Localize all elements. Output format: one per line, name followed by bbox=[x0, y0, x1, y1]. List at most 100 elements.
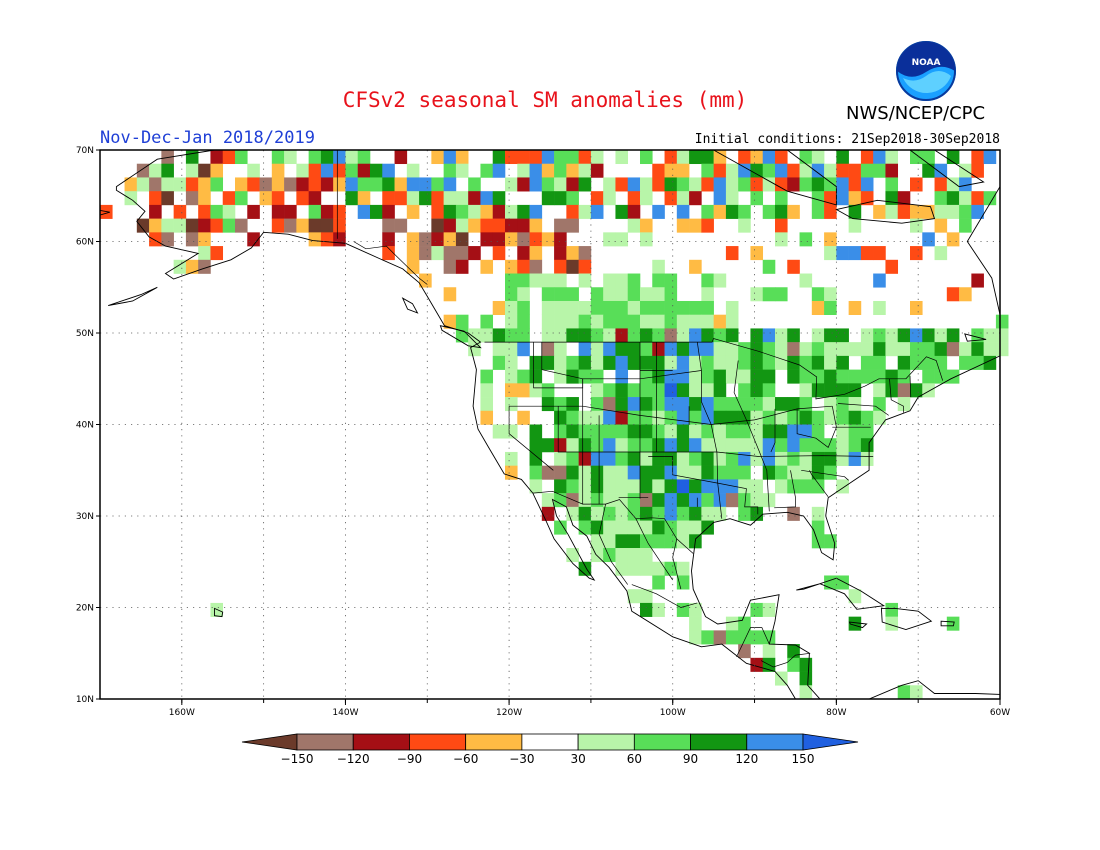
anomaly-cell bbox=[480, 328, 494, 343]
colorbar-swatch bbox=[352, 733, 410, 751]
anomaly-cell bbox=[701, 314, 714, 329]
anomaly-cell bbox=[885, 328, 899, 343]
anomaly-cell bbox=[235, 191, 248, 206]
anomaly-cell bbox=[615, 314, 629, 329]
anomaly-cell bbox=[640, 300, 653, 315]
anomaly-cell bbox=[578, 479, 592, 494]
anomaly-cell bbox=[603, 451, 616, 466]
anomaly-cell bbox=[578, 259, 592, 274]
anomaly-cell bbox=[689, 259, 702, 274]
initial-conditions: Initial conditions: 21Sep2018-30Sep2018 bbox=[694, 132, 1000, 147]
graticule bbox=[100, 150, 1000, 699]
anomaly-cell bbox=[259, 177, 273, 192]
anomaly-cell bbox=[554, 191, 567, 206]
colorbar-label: −60 bbox=[453, 752, 478, 766]
anomaly-cell bbox=[676, 218, 690, 233]
coastline bbox=[796, 577, 886, 610]
anomaly-cell bbox=[492, 246, 506, 261]
anomaly-cell bbox=[554, 520, 567, 535]
anomaly-cell bbox=[750, 246, 764, 261]
anomaly-cell bbox=[640, 232, 653, 247]
anomaly-cell bbox=[652, 479, 665, 494]
anomaly-cell bbox=[910, 355, 923, 370]
anomaly-cell bbox=[811, 287, 825, 302]
anomaly-cell bbox=[149, 232, 162, 247]
anomaly-cell bbox=[529, 369, 543, 384]
anomaly-cell bbox=[762, 328, 776, 343]
anomaly-cell bbox=[701, 287, 714, 302]
anomaly-cell bbox=[689, 616, 702, 631]
anomaly-cell bbox=[860, 355, 874, 370]
anomaly-cell bbox=[959, 177, 972, 192]
anomaly-cell bbox=[934, 246, 948, 261]
anomaly-cell bbox=[627, 218, 641, 233]
anomaly-cell bbox=[725, 451, 739, 466]
anomaly-cell bbox=[701, 397, 714, 412]
anomaly-cell bbox=[529, 424, 543, 439]
anomaly-cell bbox=[185, 163, 199, 178]
anomaly-cell bbox=[554, 273, 567, 288]
anomaly-cell bbox=[529, 177, 543, 192]
anomaly-cell bbox=[689, 465, 702, 480]
anomaly-cell bbox=[640, 561, 653, 576]
anomaly-cell bbox=[811, 534, 825, 549]
anomaly-cell bbox=[787, 451, 800, 466]
colorbar-label: 30 bbox=[570, 752, 585, 766]
anomaly-cell bbox=[161, 177, 174, 192]
anomaly-cell bbox=[701, 177, 714, 192]
anomaly-cell bbox=[775, 328, 788, 343]
anomaly-cell bbox=[627, 465, 641, 480]
anomaly-cell bbox=[664, 397, 678, 412]
anomaly-cell bbox=[640, 602, 653, 617]
boundary-line bbox=[837, 403, 889, 416]
anomaly-cell bbox=[824, 300, 837, 315]
anomaly-cell bbox=[897, 204, 911, 219]
anomaly-cell bbox=[676, 575, 690, 590]
anomaly-cell bbox=[603, 300, 616, 315]
anomaly-cell bbox=[578, 438, 592, 453]
anomaly-cell bbox=[725, 342, 739, 357]
anomaly-cell bbox=[529, 465, 543, 480]
anomaly-cell bbox=[419, 273, 432, 288]
anomaly-cell bbox=[750, 369, 764, 384]
anomaly-cell bbox=[517, 259, 530, 274]
anomaly-cell bbox=[995, 328, 1009, 343]
anomaly-cell bbox=[566, 451, 579, 466]
anomaly-cell bbox=[713, 465, 727, 480]
anomaly-cell bbox=[640, 479, 653, 494]
anomaly-cell bbox=[566, 246, 579, 261]
colorbar-label: 150 bbox=[792, 752, 815, 766]
anomaly-cell bbox=[541, 383, 555, 398]
anomaly-cell bbox=[738, 616, 751, 631]
noaa-logo-icon: NOAA bbox=[896, 41, 956, 101]
anomaly-cell bbox=[603, 287, 616, 302]
anomaly-cell bbox=[787, 657, 800, 672]
anomaly-cell bbox=[345, 150, 359, 165]
anomaly-cell bbox=[554, 314, 567, 329]
anomaly-cell bbox=[505, 355, 518, 370]
anomaly-cell bbox=[198, 177, 211, 192]
anomaly-cell bbox=[541, 300, 555, 315]
anomaly-cell bbox=[492, 300, 506, 315]
anomaly-cell bbox=[934, 177, 948, 192]
anomaly-cell bbox=[664, 506, 678, 521]
anomaly-cell bbox=[738, 479, 751, 494]
anomaly-cell bbox=[922, 204, 935, 219]
anomaly-cell bbox=[590, 150, 604, 165]
anomaly-cell bbox=[873, 150, 886, 165]
anomaly-cell bbox=[541, 328, 555, 343]
anomaly-cell bbox=[762, 451, 776, 466]
anomaly-cell bbox=[554, 438, 567, 453]
anomaly-cell bbox=[247, 163, 260, 178]
anomaly-cell bbox=[738, 342, 751, 357]
anomaly-cell bbox=[713, 355, 727, 370]
lon-tick-label: 140W bbox=[332, 708, 358, 718]
anomaly-cell bbox=[750, 397, 764, 412]
anomaly-cell bbox=[455, 246, 469, 261]
anomaly-cell bbox=[627, 342, 641, 357]
anomaly-cell bbox=[652, 355, 665, 370]
anomaly-cell bbox=[627, 397, 641, 412]
colorbar-swatch bbox=[409, 733, 467, 751]
anomaly-cell bbox=[517, 314, 530, 329]
anomaly-cell bbox=[946, 191, 960, 206]
